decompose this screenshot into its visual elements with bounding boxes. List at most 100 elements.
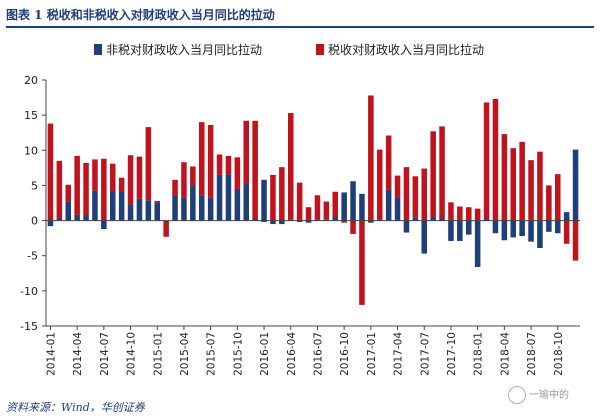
bar-tax xyxy=(207,124,214,198)
bar-nontax xyxy=(394,197,401,221)
bar-nontax xyxy=(546,220,552,232)
bar-tax xyxy=(394,175,401,198)
bar-tax xyxy=(412,176,419,218)
y-tick-label: -10 xyxy=(20,285,38,298)
bar-tax xyxy=(287,113,294,220)
bar-tax xyxy=(457,206,463,221)
x-tick-label: 2015-04 xyxy=(179,332,191,376)
x-tick-label: 2015-01 xyxy=(152,332,164,376)
bar-tax xyxy=(350,220,356,234)
bar-nontax xyxy=(554,220,561,234)
x-tick-label: 2014-07 xyxy=(99,332,111,376)
bar-nontax xyxy=(234,188,241,221)
bar-tax xyxy=(109,163,116,192)
bar-tax xyxy=(270,174,276,221)
bar-nontax xyxy=(341,192,347,221)
legend-swatch-nontax xyxy=(94,44,102,55)
legend-swatch-tax xyxy=(316,44,324,55)
x-tick-label: 2017-10 xyxy=(446,332,458,376)
bar-tax xyxy=(65,184,72,202)
legend-label-tax: 税收对财政收入当月同比拉动 xyxy=(328,42,484,57)
bar-nontax xyxy=(376,219,383,221)
bar-nontax xyxy=(198,195,205,221)
bar-nontax xyxy=(385,189,392,221)
figure-title: 图表 1 税收和非税收入对财政收入当月同比的拉动 xyxy=(6,8,275,22)
bar-nontax xyxy=(492,220,499,234)
bar-nontax xyxy=(190,185,196,221)
bar-tax xyxy=(305,207,312,221)
bar-nontax xyxy=(261,179,267,221)
bar-nontax xyxy=(65,201,72,221)
bar-tax xyxy=(465,207,472,221)
bar-tax xyxy=(118,177,125,192)
bar-nontax xyxy=(412,217,419,221)
bar-nontax xyxy=(47,220,54,227)
legend-label-nontax: 非税对财政收入当月同比拉动 xyxy=(106,42,262,57)
title-rule xyxy=(6,26,594,28)
bar-tax xyxy=(163,221,169,237)
bar-tax xyxy=(537,151,543,221)
bar-nontax xyxy=(243,184,250,221)
bar-tax xyxy=(323,201,330,220)
bar-nontax xyxy=(359,193,365,221)
bar-nontax xyxy=(207,197,214,221)
bar-nontax xyxy=(537,220,543,248)
bar-nontax xyxy=(572,149,579,221)
bar-chart: 非税对财政收入当月同比拉动 税收对财政收入当月同比拉动 -15 -10 -5 0 5 10… xyxy=(20,42,580,376)
bar-nontax xyxy=(56,218,63,221)
bar-tax xyxy=(563,220,570,244)
bar-nontax xyxy=(287,219,294,221)
bar-nontax xyxy=(510,220,517,238)
y-axis: -15 -10 -5 0 5 10 15 20 xyxy=(20,74,47,333)
x-tick-label: 2018-10 xyxy=(553,332,565,376)
bar-tax xyxy=(385,135,392,190)
bar-tax xyxy=(421,168,428,221)
y-tick-label: 0 xyxy=(31,215,38,228)
bar-nontax xyxy=(181,197,187,221)
bar-nontax xyxy=(279,220,285,225)
bar-tax xyxy=(296,182,303,221)
bar-nontax xyxy=(101,220,107,229)
bar-tax xyxy=(74,155,80,215)
bar-nontax xyxy=(474,220,481,267)
bar-nontax xyxy=(145,200,152,221)
bar-nontax xyxy=(136,198,143,221)
bar-tax xyxy=(439,126,445,219)
bar-nontax xyxy=(163,220,169,222)
bar-nontax xyxy=(563,212,570,221)
bar-tax xyxy=(510,148,517,221)
bar-tax xyxy=(225,155,232,175)
bar-tax xyxy=(368,95,374,221)
bar-nontax xyxy=(457,220,463,241)
bar-nontax xyxy=(118,191,125,221)
bar-tax xyxy=(376,149,383,220)
x-tick-label: 2017-07 xyxy=(419,332,431,376)
bar-tax xyxy=(554,174,561,221)
bar-tax xyxy=(501,134,508,221)
bar-nontax xyxy=(109,191,116,221)
bar-nontax xyxy=(403,220,410,233)
bar-nontax xyxy=(421,220,428,254)
bar-nontax xyxy=(92,190,98,221)
bar-nontax xyxy=(314,219,321,221)
bar-nontax xyxy=(519,220,525,237)
x-tick-label: 2014-04 xyxy=(72,332,84,376)
bar-nontax xyxy=(483,218,490,221)
bar-tax xyxy=(572,220,579,261)
bar-nontax xyxy=(154,202,161,221)
y-tick-label: 20 xyxy=(24,74,38,87)
wechat-icon xyxy=(508,386,526,404)
bar-nontax xyxy=(350,181,356,221)
bar-tax xyxy=(492,98,499,221)
x-tick-label: 2017-01 xyxy=(366,332,378,376)
y-tick-label: 15 xyxy=(24,109,38,122)
bar-nontax xyxy=(439,218,445,221)
y-tick-label: -15 xyxy=(20,320,38,333)
bar-nontax xyxy=(74,214,80,221)
bar-tax xyxy=(314,195,321,220)
x-tick-label: 2015-10 xyxy=(232,332,244,376)
bar-tax xyxy=(528,160,534,221)
source-note: 资料来源：Wind，华创证券 xyxy=(6,401,145,414)
bar-tax xyxy=(332,191,339,218)
bar-tax xyxy=(198,122,205,196)
